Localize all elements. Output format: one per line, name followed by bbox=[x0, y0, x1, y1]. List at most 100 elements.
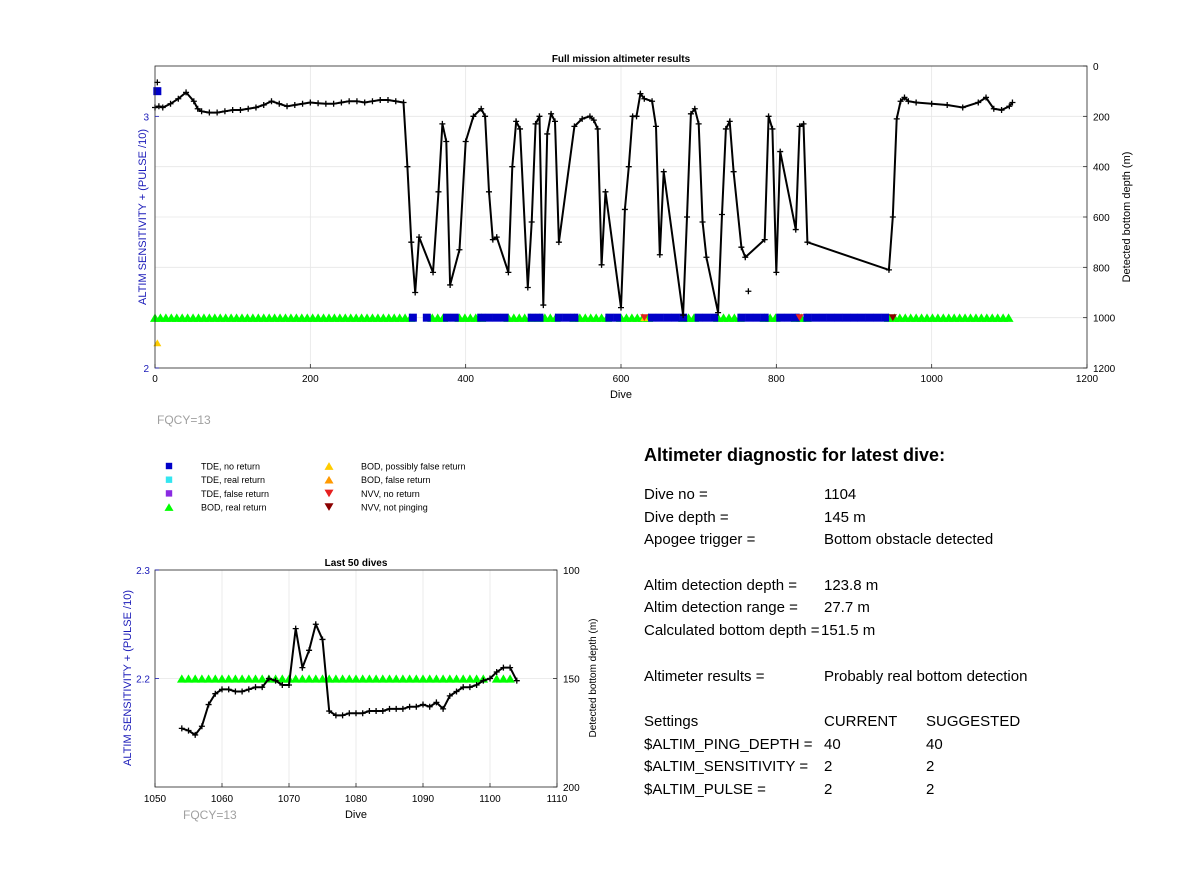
bod-marker bbox=[217, 674, 227, 683]
bottom-depth-point bbox=[408, 239, 415, 246]
event-marker bbox=[702, 313, 711, 322]
settings-header-row: Settings CURRENT SUGGESTED bbox=[644, 711, 1164, 734]
bottom-depth-point bbox=[286, 682, 292, 689]
bottom-depth-point bbox=[684, 214, 691, 220]
bod-marker bbox=[445, 674, 455, 683]
dive-no-label: Dive no = bbox=[644, 486, 708, 503]
bottom-depth-point bbox=[206, 109, 213, 116]
bottom-depth-point bbox=[221, 108, 228, 115]
bod-marker bbox=[210, 674, 221, 683]
bottom-depth-point bbox=[571, 123, 578, 130]
bottom-depth-point bbox=[761, 236, 768, 243]
bottom-depth-row: Calculated bottom depth = 151.5 m bbox=[644, 620, 1164, 643]
bottom-depth-point bbox=[332, 712, 339, 719]
bottom-depth-point bbox=[426, 703, 433, 710]
setting-current: 40 bbox=[824, 735, 841, 753]
event-marker bbox=[881, 313, 890, 322]
right-tick-label: 600 bbox=[1093, 213, 1110, 224]
bottom-depth-point bbox=[272, 677, 279, 684]
setting-suggested: 2 bbox=[926, 758, 935, 776]
bottom-depth-outlier bbox=[745, 288, 752, 295]
diagnostic-panel: Altimeter diagnostic for latest dive: Di… bbox=[644, 445, 1164, 802]
legend: TDE, no return TDE, real return TDE, false… bbox=[164, 462, 466, 513]
bottom-depth-point bbox=[252, 684, 259, 691]
bottom-depth-point bbox=[579, 115, 586, 122]
bottom-depth-value: 151.5 m bbox=[821, 622, 876, 640]
altim-range-label: Altim detection range = bbox=[644, 599, 798, 617]
event-marker bbox=[450, 313, 459, 322]
dive-depth-label: Dive depth = bbox=[644, 508, 729, 526]
bottom-depth-point bbox=[239, 688, 246, 695]
event-marker bbox=[408, 313, 417, 322]
bottom-depth-point bbox=[456, 246, 463, 253]
bottom-depth-point bbox=[983, 94, 990, 101]
bod-marker bbox=[230, 674, 241, 683]
right-tick-label: 800 bbox=[1093, 263, 1110, 274]
event-marker bbox=[791, 313, 800, 322]
event-marker bbox=[648, 313, 657, 322]
event-marker bbox=[873, 313, 882, 322]
bottom-depth-point bbox=[517, 125, 524, 132]
bottom-depth-point bbox=[777, 148, 784, 155]
bottom-depth-point bbox=[540, 302, 547, 309]
legend-marker bbox=[164, 503, 174, 511]
legend-marker bbox=[324, 475, 334, 484]
bottom-depth-point bbox=[998, 107, 1005, 114]
bottom-depth-point bbox=[1009, 99, 1016, 106]
top-left-axis-label: ALTIM SENSITIVITY + (PULSE /10) bbox=[137, 129, 149, 305]
bottom-depth-point bbox=[392, 98, 399, 105]
legend-marker bbox=[165, 476, 173, 483]
bod-marker bbox=[431, 674, 442, 683]
bod-marker bbox=[404, 674, 415, 683]
legend-label: TDE, real return bbox=[201, 475, 265, 485]
event-marker bbox=[857, 313, 866, 322]
bottom-depth-point bbox=[194, 105, 201, 112]
setting-row: $ALTIM_PULSE = 2 2 bbox=[644, 779, 1164, 802]
bottom-depth-point bbox=[905, 98, 912, 105]
bottom-depth-point bbox=[359, 710, 366, 717]
bottom-depth-point bbox=[738, 244, 745, 251]
event-marker bbox=[888, 314, 897, 322]
setting-current: 2 bbox=[824, 758, 833, 776]
dive-depth-row: Dive depth = 145 m bbox=[644, 507, 1164, 530]
bottom-depth-point bbox=[284, 103, 291, 110]
bottom-depth-point bbox=[489, 236, 496, 243]
bottom-depth-point bbox=[167, 100, 174, 107]
setting-name: $ALTIM_PULSE = bbox=[644, 780, 766, 798]
bottom-depth-point bbox=[185, 727, 192, 734]
right-tick-label: 1200 bbox=[1093, 364, 1116, 375]
bod-marker bbox=[498, 674, 509, 683]
bottom-depth-point bbox=[769, 125, 776, 132]
bod-marker bbox=[297, 674, 308, 683]
legend-marker bbox=[165, 490, 173, 497]
bottom-depth-point bbox=[299, 664, 306, 671]
bottom-depth-point bbox=[487, 675, 493, 682]
bottom-depth-point bbox=[528, 219, 535, 226]
bottom-depth-point bbox=[513, 118, 520, 125]
legend-marker bbox=[165, 462, 173, 470]
x-tick-label: 200 bbox=[302, 374, 319, 385]
bottom-depth-point bbox=[346, 98, 353, 105]
event-marker bbox=[865, 313, 874, 322]
x-tick-label: 1070 bbox=[278, 794, 301, 805]
bottom-depth-point bbox=[536, 113, 543, 120]
event-marker bbox=[570, 313, 579, 322]
dive-depth-value: 145 m bbox=[824, 508, 866, 526]
event-marker bbox=[605, 313, 614, 322]
setting-name: $ALTIM_PING_DEPTH = bbox=[644, 735, 813, 753]
bottom-depth-point bbox=[590, 117, 597, 124]
bottom-depth-point bbox=[633, 113, 640, 120]
bottom-depth-point bbox=[500, 664, 507, 671]
bottom-depth-point bbox=[353, 710, 359, 717]
top-x-axis-label: Dive bbox=[610, 389, 632, 401]
bottom-depth-point bbox=[462, 138, 469, 145]
bottom-depth-point bbox=[279, 682, 286, 689]
setting-name: $ALTIM_SENSITIVITY = bbox=[644, 758, 809, 776]
left-tick-label: 2.3 bbox=[136, 566, 150, 577]
x-tick-label: 1100 bbox=[479, 794, 501, 805]
bottom-depth-point bbox=[913, 99, 920, 106]
event-marker bbox=[710, 313, 719, 322]
bottom-depth-point bbox=[265, 675, 272, 682]
bottom-depth-point bbox=[183, 89, 190, 96]
results-label: Altimeter results = bbox=[644, 667, 765, 685]
